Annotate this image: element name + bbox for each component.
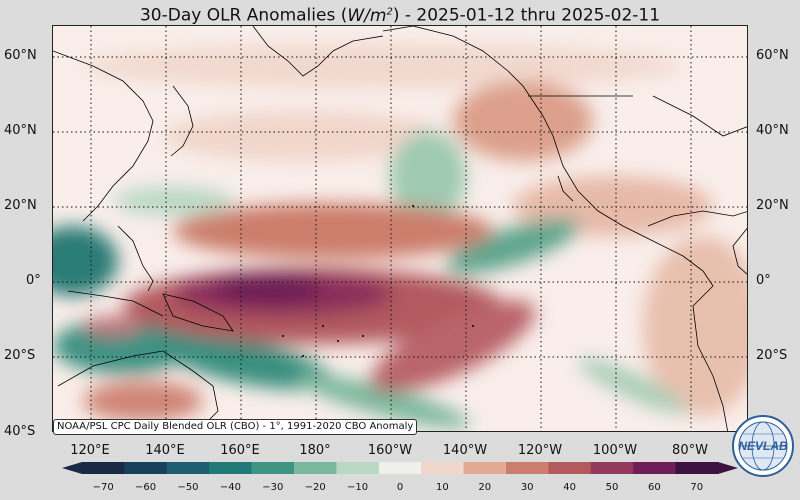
- colorbar-tick-label: 30: [520, 482, 534, 493]
- colorbar-tick-label: 60: [648, 482, 661, 493]
- anomaly-field: [53, 44, 747, 428]
- colorbar-tick-label: 40: [563, 482, 576, 493]
- colorbar-segment: [166, 462, 210, 474]
- lat-label-left-40n: 40°N: [4, 123, 37, 138]
- colorbar-segment: [633, 462, 677, 474]
- colorbar: [62, 462, 738, 474]
- nevlab-globe-logo-icon: NEVLAB: [732, 415, 794, 477]
- lat-label-left-eq: 0°: [26, 273, 41, 288]
- colorbar-tick-label: 20: [478, 482, 492, 493]
- colorbar-tick-label: 70: [690, 482, 704, 493]
- colorbar-tick-label: 0: [396, 482, 404, 493]
- colorbar-tick-label: −20: [304, 482, 326, 493]
- colorbar-segment: [421, 462, 465, 474]
- coastlines: [53, 26, 747, 431]
- title-unit: W/m: [347, 5, 387, 26]
- logo-text: NEVLAB: [738, 439, 788, 453]
- colorbar-tick-label: −70: [92, 482, 114, 493]
- lon-label-140e: 140°E: [145, 443, 185, 458]
- colorbar-tick-label: −50: [177, 482, 199, 493]
- olr-anomaly-map: [52, 25, 748, 432]
- colorbar-tick-label: −40: [219, 482, 241, 493]
- lon-label-180: 180°: [299, 443, 331, 458]
- lat-label-left-20n: 20°N: [4, 198, 37, 213]
- colorbar-extend-high: [718, 462, 738, 474]
- colorbar-segment: [124, 462, 168, 474]
- colorbar-segment: [463, 462, 507, 474]
- colorbar-segment: [548, 462, 592, 474]
- lat-label-right-20n: 20°N: [756, 198, 789, 213]
- source-label: NOAA/PSL CPC Daily Blended OLR (CBO) - 1…: [53, 419, 418, 435]
- lon-label-160e: 160°E: [220, 443, 260, 458]
- lon-label-120e: 120°E: [70, 443, 110, 458]
- island-dots: [282, 205, 474, 357]
- colorbar-segment: [82, 462, 125, 474]
- lon-label-160w: 160°W: [367, 443, 413, 458]
- colorbar-segment: [590, 462, 634, 474]
- lat-label-left-60n: 60°N: [4, 48, 37, 63]
- colorbar-tick-label: 50: [605, 482, 619, 493]
- lat-label-left-40s: 40°S: [4, 424, 36, 439]
- colorbar-segment: [294, 462, 337, 474]
- title-prefix: 30-Day OLR Anomalies (: [139, 5, 348, 26]
- lat-label-right-60n: 60°N: [756, 48, 789, 63]
- colorbar-segment: [336, 462, 380, 474]
- lon-label-120w: 120°W: [517, 443, 563, 458]
- lon-label-100w: 100°W: [592, 443, 638, 458]
- title-unit-exponent: 2: [386, 6, 393, 17]
- lat-label-right-40n: 40°N: [756, 123, 789, 138]
- lat-label-left-20s: 20°S: [4, 348, 36, 363]
- colorbar-segment: [675, 462, 719, 474]
- colorbar-segment: [378, 462, 422, 474]
- colorbar-tick-label: −60: [135, 482, 157, 493]
- colorbar-tick-label: 10: [436, 482, 449, 493]
- colorbar-extend-low: [62, 462, 82, 474]
- colorbar-tick-label: −30: [262, 482, 284, 493]
- lon-label-80w: 80°W: [672, 443, 708, 458]
- map-title: 30-Day OLR Anomalies (W/m2) - 2025-01-12…: [0, 0, 800, 26]
- lat-label-right-eq: 0°: [756, 273, 771, 288]
- lat-label-right-20s: 20°S: [756, 348, 788, 363]
- lon-label-140w: 140°W: [442, 443, 488, 458]
- graticule: [53, 26, 747, 431]
- title-suffix: ) - 2025-01-12 thru 2025-02-11: [392, 5, 661, 26]
- colorbar-segment: [251, 462, 295, 474]
- colorbar-tick-label: −10: [347, 482, 369, 493]
- colorbar-segment: [209, 462, 253, 474]
- colorbar-segment: [506, 462, 549, 474]
